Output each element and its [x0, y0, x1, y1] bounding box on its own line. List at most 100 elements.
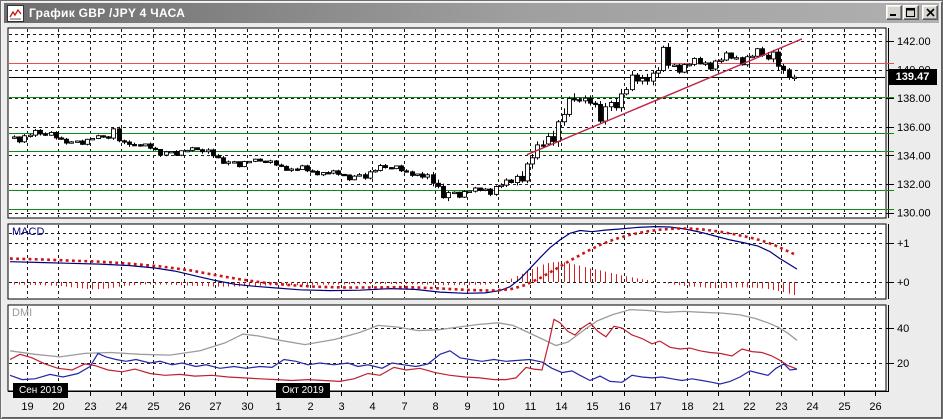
candle-body [179, 150, 184, 156]
candle-body [326, 172, 331, 175]
candle-body [572, 98, 577, 101]
candle-body [263, 160, 268, 163]
x-axis-label: 16 [618, 401, 630, 413]
candle-body [551, 136, 556, 142]
candle-body [515, 175, 520, 184]
x-axis-label: 15 [586, 401, 598, 413]
candle-body [315, 170, 320, 176]
candle-body [425, 174, 430, 178]
candle-body [703, 62, 708, 65]
candle-body [556, 121, 561, 142]
close-button[interactable] [922, 5, 938, 20]
candle-body [117, 128, 122, 142]
candle-body [729, 52, 734, 59]
candle-body [153, 147, 158, 151]
titlebar[interactable]: График GBP /JPY 4 ЧАСА [4, 3, 939, 23]
candle-body [80, 140, 85, 145]
candle-body [59, 137, 64, 140]
candle-body [488, 188, 493, 195]
candle-body [216, 155, 221, 159]
candle-body [724, 52, 729, 61]
candle-body [132, 143, 137, 147]
candle-body [656, 70, 661, 74]
candle-body [38, 129, 43, 135]
x-axis-label: 18 [681, 401, 693, 413]
candle-body [158, 148, 163, 156]
x-axis-label: 9 [464, 401, 470, 413]
minimize-icon [890, 14, 896, 16]
x-axis-label: 22 [743, 401, 755, 413]
candle-body [672, 64, 677, 67]
minimize-button[interactable] [886, 5, 902, 20]
candle-body [677, 64, 682, 73]
candle-body [483, 188, 488, 191]
candle-body [64, 138, 69, 144]
candle-body [17, 136, 22, 143]
x-axis-label: 1 [275, 401, 281, 413]
candle-body [274, 160, 279, 166]
candle-body [284, 165, 289, 171]
trendline[interactable] [526, 38, 803, 156]
candle-body [305, 165, 310, 172]
candle-body [630, 74, 635, 91]
maximize-button[interactable] [903, 5, 919, 20]
candle-body [363, 174, 368, 179]
candle-body [399, 165, 404, 172]
candle-body [289, 168, 294, 171]
x-axis-label: 8 [432, 401, 438, 413]
candle-body [195, 147, 200, 151]
candle-body [766, 54, 771, 60]
y-axis-label: 20 [897, 358, 909, 370]
candle-body [499, 184, 504, 188]
candle-body [106, 136, 111, 139]
x-axis-label: 24 [806, 401, 818, 413]
candle-body [687, 63, 692, 67]
candle-body [446, 192, 451, 199]
candle-body [420, 173, 425, 178]
y-axis-label: 130.00 [897, 208, 931, 220]
macd-panel[interactable] [7, 223, 887, 300]
candle-body [127, 141, 132, 145]
x-axis-label: 21 [712, 401, 724, 413]
candle-body [148, 143, 153, 149]
y-axis-label: +1 [897, 238, 910, 250]
candle-body [33, 129, 38, 136]
candle-body [54, 131, 59, 139]
maximize-icon [906, 8, 915, 17]
candle-body [577, 99, 582, 102]
x-axis-label: 11 [525, 401, 536, 413]
candle-body [111, 128, 116, 139]
candle-body [185, 149, 190, 153]
candle-body [771, 51, 776, 60]
candle-body [509, 179, 514, 184]
candle-body [200, 149, 205, 153]
x-axis-label: 23 [84, 401, 96, 413]
candle-body [383, 165, 388, 169]
candle-body [143, 143, 148, 147]
candle-body [404, 170, 409, 173]
candle-body [415, 173, 420, 176]
candle-body [541, 144, 546, 147]
candle-body [436, 182, 441, 187]
candle-body [138, 144, 143, 147]
plus-di-line [9, 350, 798, 385]
candle-body [666, 46, 671, 66]
x-axis-label: 30 [241, 401, 253, 413]
candle-body [619, 93, 624, 109]
candle-body [640, 77, 645, 82]
candle-body [237, 161, 242, 168]
candle-body [698, 57, 703, 65]
candle-body [520, 175, 525, 182]
y-axis-label: 40 [897, 323, 909, 335]
x-axis-label: 17 [649, 401, 661, 413]
x-axis-label: 2 [307, 401, 313, 413]
x-axis-label: 26 [869, 401, 881, 413]
candle-body [494, 186, 499, 195]
candle-body [22, 135, 27, 143]
candle-body [708, 62, 713, 70]
candle-body [635, 74, 640, 82]
candle-body [49, 131, 54, 136]
price-panel[interactable] [7, 27, 887, 219]
